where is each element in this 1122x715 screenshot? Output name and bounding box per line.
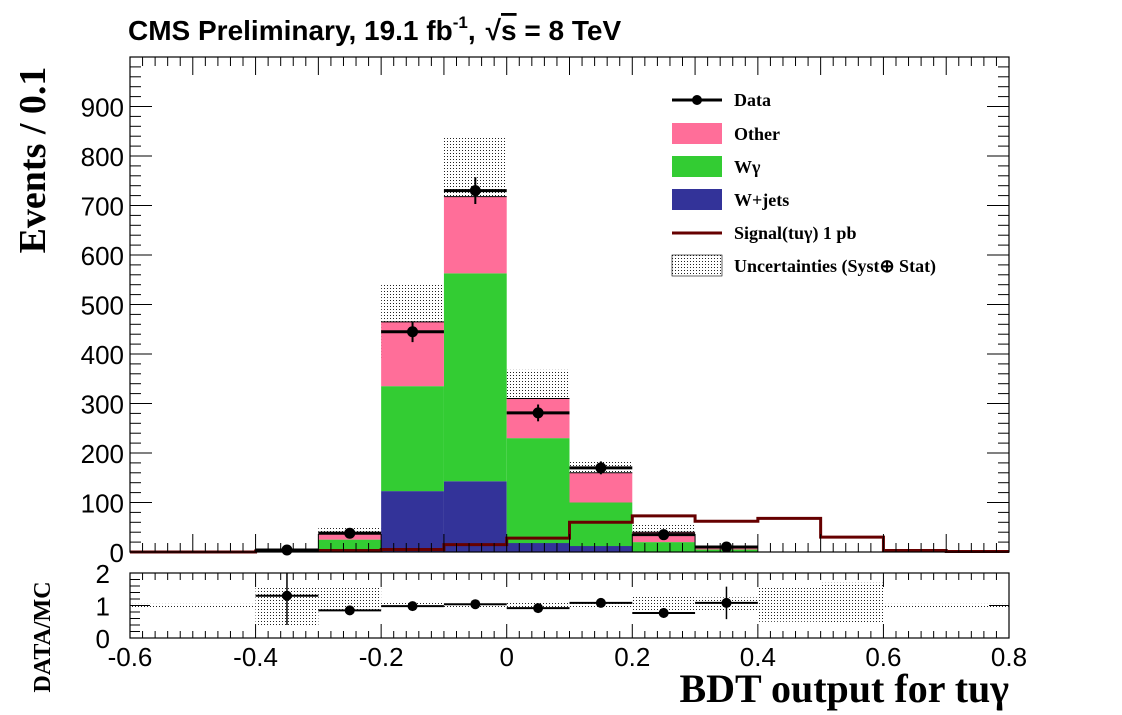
header-lumi-exponent: -1 bbox=[453, 13, 468, 32]
legend-label-wgamma: Wγ bbox=[734, 157, 761, 177]
ratio-point bbox=[658, 607, 669, 618]
legend-label-data: Data bbox=[734, 90, 771, 110]
bar-wgamma bbox=[381, 386, 444, 492]
ratio-y-tick-label: 1 bbox=[96, 592, 110, 622]
y-axis-label: Events / 0.1 bbox=[12, 67, 54, 254]
ratio-point bbox=[407, 601, 418, 612]
data-point bbox=[469, 185, 481, 197]
y-tick-label: 800 bbox=[81, 142, 124, 172]
y-tick-label: 900 bbox=[81, 93, 124, 123]
legend-swatch-other bbox=[672, 123, 722, 144]
ratio-point bbox=[281, 590, 292, 601]
ratio-point bbox=[721, 597, 732, 608]
header-sqrt-s: s bbox=[501, 15, 517, 46]
legend: Data Other Wγ W+jets Signal(tuγ) 1 pb Un… bbox=[671, 90, 936, 277]
legend-label-uncertainty: Uncertainties (Syst⊕ Stat) bbox=[734, 256, 936, 277]
ratio-band-bin bbox=[946, 603, 1009, 608]
legend-label-wjets: W+jets bbox=[734, 190, 789, 210]
bar-wjets-low bbox=[506, 543, 570, 552]
ratio-uncertainty-band bbox=[130, 582, 1009, 625]
header-comma: , bbox=[468, 15, 476, 46]
ratio-band-bin bbox=[883, 603, 947, 608]
legend-data-marker bbox=[692, 95, 702, 105]
x-tick-label: 0.4 bbox=[740, 642, 776, 672]
data-point bbox=[595, 462, 607, 474]
bar-wgamma bbox=[569, 502, 633, 552]
legend-swatch-uncertainty bbox=[671, 254, 723, 277]
y-tick-label: 700 bbox=[81, 192, 124, 222]
header-sqrt: √ bbox=[486, 15, 502, 46]
legend-label-signal: Signal(tuγ) 1 pb bbox=[734, 223, 856, 244]
stacked-histogram bbox=[318, 196, 758, 552]
legend-swatch-wjets bbox=[672, 189, 722, 210]
data-point bbox=[281, 544, 293, 556]
data-point bbox=[344, 527, 356, 539]
data-points bbox=[255, 177, 758, 556]
bar-other bbox=[569, 472, 633, 503]
ratio-point bbox=[533, 603, 544, 614]
ratio-y-axis-label: DATA/MC bbox=[30, 581, 56, 692]
data-point bbox=[407, 326, 419, 338]
y-tick-label: 400 bbox=[81, 340, 124, 370]
bar-wgamma bbox=[632, 542, 696, 552]
y-tick-label: 300 bbox=[81, 390, 124, 420]
ratio-band-bin bbox=[130, 603, 193, 608]
x-tick-label: -0.2 bbox=[359, 642, 404, 672]
legend-label-other: Other bbox=[734, 124, 780, 144]
bar-wgamma bbox=[443, 273, 507, 482]
ratio-point bbox=[595, 597, 606, 608]
y-tick-label: 600 bbox=[81, 241, 124, 271]
ratio-band-bin bbox=[820, 582, 884, 624]
y-tick-label: 100 bbox=[81, 489, 124, 519]
x-tick-label: 0.2 bbox=[614, 642, 650, 672]
ratio-y-tick-label: 2 bbox=[96, 559, 110, 589]
bar-wjets bbox=[443, 481, 507, 552]
data-point bbox=[720, 541, 732, 553]
data-point bbox=[658, 529, 670, 541]
y-tick-label: 0 bbox=[110, 538, 124, 568]
x-tick-label: 0.6 bbox=[865, 642, 901, 672]
bar-other bbox=[443, 196, 507, 274]
ratio-band-bin bbox=[757, 587, 821, 622]
x-tick-label: 0.8 bbox=[991, 642, 1027, 672]
bar-wgamma bbox=[506, 438, 570, 552]
bar-wgamma bbox=[318, 539, 382, 552]
legend-swatch-wgamma bbox=[672, 156, 722, 177]
ratio-axes: 012-0.6 -0.4 -0.2 0 0.2 0.4 0.6 0.8 bbox=[96, 559, 1028, 672]
ratio-band-bin bbox=[632, 595, 696, 614]
x-tick-label: -0.4 bbox=[233, 642, 278, 672]
ratio-band-bin bbox=[192, 603, 256, 608]
y-tick-label: 500 bbox=[81, 291, 124, 321]
ratio-point bbox=[470, 599, 481, 610]
bar-wjets-low bbox=[569, 546, 633, 552]
x-tick-label: -0.6 bbox=[108, 642, 153, 672]
header-energy: = 8 TeV bbox=[517, 15, 622, 46]
x-axis-label: BDT output for tuγ bbox=[679, 666, 1009, 711]
x-tick-label: 0 bbox=[499, 642, 513, 672]
y-tick-label: 200 bbox=[81, 439, 124, 469]
bar-wjets bbox=[381, 491, 444, 552]
ratio-data-points bbox=[255, 573, 758, 625]
data-point bbox=[532, 407, 544, 419]
main-axes: 0 100 200 300 400 500 600 700 800 900 bbox=[81, 56, 1010, 568]
header-experiment: CMS Preliminary, 19.1 fb bbox=[128, 15, 453, 46]
ratio-y-tick-label: 0 bbox=[96, 624, 110, 654]
ratio-point bbox=[344, 605, 355, 616]
plot-header: CMS Preliminary, 19.1 fb-1, √s = 8 TeV bbox=[128, 13, 621, 46]
